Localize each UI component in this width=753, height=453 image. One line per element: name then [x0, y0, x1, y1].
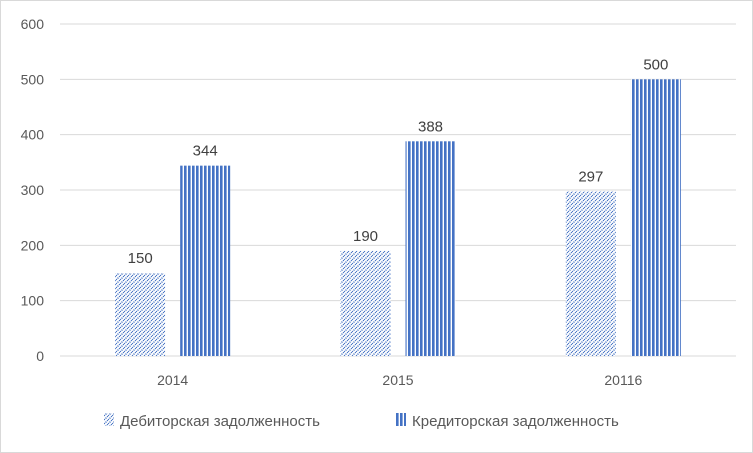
legend-label-creditor: Кредиторская задолженность [412, 413, 619, 430]
legend-label-debitor: Дебиторская задолженность [120, 413, 320, 430]
data-label-creditor: 388 [418, 118, 443, 135]
y-tick-label: 400 [21, 127, 45, 143]
y-tick-label: 200 [21, 237, 45, 253]
data-labels: 150 344 190 388 297 500 [128, 56, 669, 267]
bar-debitor [340, 250, 391, 356]
x-tick-label: 2015 [382, 372, 413, 388]
bars [115, 79, 681, 356]
data-label-creditor: 344 [193, 143, 218, 160]
y-tick-label: 300 [21, 182, 45, 198]
data-label-debitor: 150 [128, 250, 153, 267]
legend-swatch-creditor [396, 413, 406, 426]
bar-debitor [565, 191, 616, 356]
x-tick-label: 20116 [604, 372, 642, 388]
data-label-debitor: 297 [578, 169, 603, 186]
x-axis-ticks: 2014 2015 20116 [157, 372, 642, 388]
bar-creditor [630, 79, 681, 356]
y-axis-ticks: 0 100 200 300 400 500 600 [21, 16, 45, 364]
y-tick-label: 500 [21, 71, 45, 87]
data-label-debitor: 190 [353, 228, 378, 245]
data-label-creditor: 500 [643, 56, 668, 73]
gridlines [60, 23, 736, 357]
bar-creditor [180, 165, 231, 356]
legend-swatch-debitor [104, 413, 114, 426]
y-tick-label: 100 [21, 293, 45, 309]
x-tick-label: 2014 [157, 372, 188, 388]
y-tick-label: 0 [36, 348, 44, 364]
legend: Дебиторская задолженность Кредиторская з… [104, 413, 619, 430]
y-tick-label: 600 [21, 16, 45, 32]
bar-creditor [405, 141, 456, 356]
bar-debitor [115, 273, 166, 356]
